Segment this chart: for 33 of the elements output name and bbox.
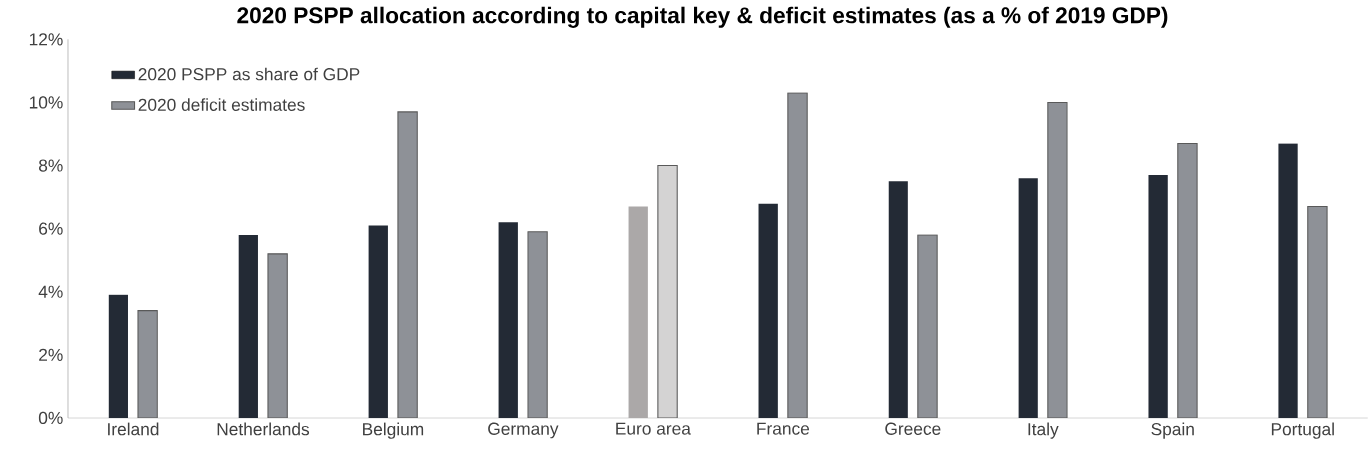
bar [1148, 175, 1168, 418]
bar [498, 222, 518, 418]
bar [1018, 178, 1038, 418]
x-tick-label: Italy [1028, 422, 1059, 439]
bar [368, 225, 388, 418]
y-tick-label: 10% [29, 96, 63, 109]
bar [1278, 143, 1298, 418]
chart-title: 2020 PSPP allocation according to capital key & deficit estimates (as a % of 2019 GDP) [237, 6, 1168, 28]
x-tick-label: Portugal [1271, 422, 1334, 439]
x-tick-label: Greece [885, 422, 941, 435]
y-tick-label: 4% [38, 285, 63, 298]
bar [917, 234, 938, 418]
x-tick-label: Euro area [616, 422, 691, 435]
bar [888, 181, 908, 418]
y-tick-label: 2% [39, 348, 63, 361]
bar [108, 294, 128, 418]
bar [657, 165, 678, 418]
legend-label: 2020 PSPP as share of GDP [138, 67, 360, 81]
x-tick-label: Germany [488, 422, 559, 439]
legend-label: 2020 deficit estimates [138, 98, 305, 111]
x-tick-label: Ireland [108, 422, 159, 436]
x-tick-label: Belgium [363, 422, 424, 439]
x-tick-label: Spain [1151, 422, 1194, 439]
y-tick-label: 6% [39, 222, 63, 235]
y-tick-label: 8% [38, 159, 63, 172]
x-tick-label: France [757, 422, 810, 435]
x-tick-label: Netherlands [217, 422, 310, 436]
bar [238, 234, 258, 418]
bar [628, 206, 648, 418]
y-tick-label: 0% [38, 411, 63, 425]
bar [787, 92, 808, 418]
y-tick-label: 12% [29, 33, 63, 46]
bar [758, 203, 778, 418]
